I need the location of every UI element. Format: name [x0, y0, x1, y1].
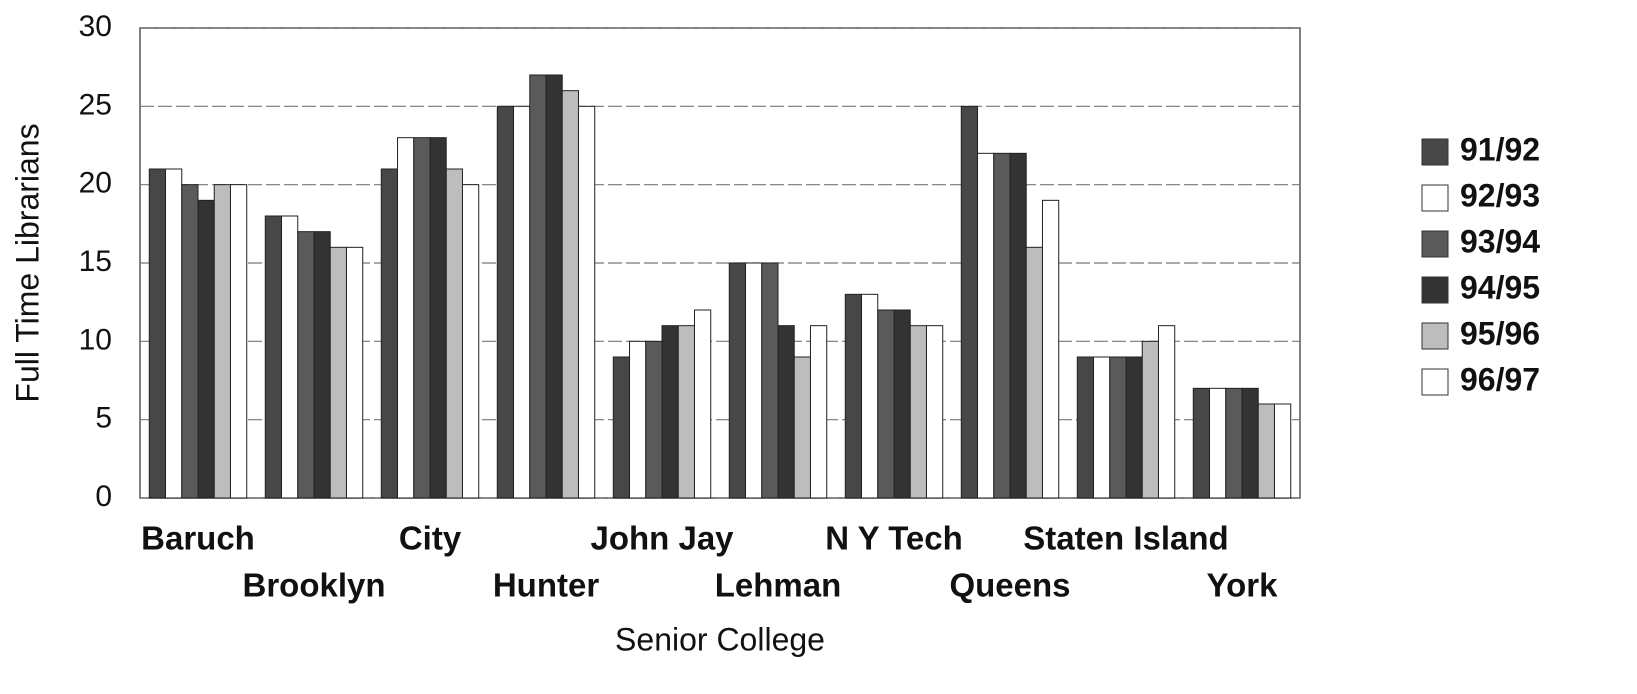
legend-swatch: [1421, 368, 1449, 396]
bar: [1273, 403, 1292, 499]
legend-label: 95/96: [1460, 315, 1540, 351]
bar: [909, 325, 927, 499]
bar: [645, 340, 663, 499]
y-tick-label: 25: [79, 88, 112, 121]
y-tick-label: 20: [79, 167, 112, 200]
bar: [313, 231, 331, 499]
bar: [529, 74, 547, 499]
bar: [1209, 387, 1227, 499]
bar: [861, 293, 879, 499]
bar: [1241, 387, 1259, 499]
bar: [429, 137, 447, 499]
bar: [925, 325, 944, 499]
bar: [1093, 356, 1111, 499]
bar: [229, 184, 248, 499]
bar: [397, 137, 415, 499]
legend-label: 91/92: [1460, 131, 1540, 167]
bar: [148, 168, 167, 499]
bar: [1192, 387, 1211, 499]
bar: [165, 168, 183, 499]
bar: [1225, 387, 1243, 499]
bar: [1257, 403, 1275, 499]
bar: [877, 309, 895, 499]
bar: [1125, 356, 1143, 499]
x-tick-label: Staten Island: [1023, 520, 1228, 557]
x-tick-label: N Y Tech: [825, 520, 963, 557]
bar: [1025, 246, 1043, 499]
bar: [181, 184, 199, 499]
bar: [197, 199, 215, 499]
bar: [413, 137, 431, 499]
legend-swatch: [1421, 276, 1449, 304]
x-tick-label: York: [1207, 567, 1279, 604]
y-tick-label: 15: [79, 245, 112, 278]
bar: [281, 215, 299, 499]
bar: [513, 105, 531, 499]
x-tick-label: City: [399, 520, 462, 557]
bar: [977, 152, 995, 499]
bar: [264, 215, 283, 499]
bar: [345, 246, 364, 499]
bar: [993, 152, 1011, 499]
bar: [960, 105, 979, 499]
bar: [461, 184, 480, 499]
legend-label: 92/93: [1460, 177, 1540, 213]
bar: [561, 90, 579, 499]
y-tick-label: 0: [95, 480, 112, 513]
bar: [380, 168, 399, 499]
bar: [545, 74, 563, 499]
bar: [1109, 356, 1127, 499]
bar: [777, 325, 795, 499]
bar: [661, 325, 679, 499]
legend-label: 96/97: [1460, 361, 1540, 397]
legend-label: 93/94: [1460, 223, 1540, 259]
y-tick-label: 10: [79, 323, 112, 356]
bar: [496, 105, 515, 499]
legend-swatch: [1421, 230, 1449, 258]
x-tick-label: Brooklyn: [242, 567, 385, 604]
bar: [1141, 340, 1159, 499]
bar: [809, 325, 828, 499]
bar: [612, 356, 631, 499]
y-tick-label: 30: [79, 10, 112, 43]
bar: [577, 105, 596, 499]
bar: [745, 262, 763, 499]
x-tick-label: Lehman: [715, 567, 842, 604]
bar: [844, 293, 863, 499]
x-tick-label: John Jay: [590, 520, 734, 557]
bar: [1009, 152, 1027, 499]
bar: [761, 262, 779, 499]
legend-swatch: [1421, 184, 1449, 212]
bar: [893, 309, 911, 499]
x-axis-title: Senior College: [615, 621, 825, 657]
bar: [728, 262, 747, 499]
bar: [677, 325, 695, 499]
x-tick-label: Baruch: [141, 520, 255, 557]
bar: [297, 231, 315, 499]
x-tick-label: Hunter: [493, 567, 599, 604]
legend-label: 94/95: [1460, 269, 1540, 305]
legend-swatch: [1421, 138, 1449, 166]
bar: [329, 246, 347, 499]
y-axis-title: Full Time Librarians: [9, 123, 45, 402]
bar: [1076, 356, 1095, 499]
x-tick-label: Queens: [949, 567, 1070, 604]
bar: [693, 309, 712, 499]
bar: [1041, 199, 1060, 499]
bar: [1157, 325, 1176, 499]
legend-swatch: [1421, 322, 1449, 350]
bar: [793, 356, 811, 499]
y-tick-label: 5: [95, 402, 112, 435]
bar: [213, 184, 231, 499]
bar: [445, 168, 463, 499]
bar: [629, 340, 647, 499]
